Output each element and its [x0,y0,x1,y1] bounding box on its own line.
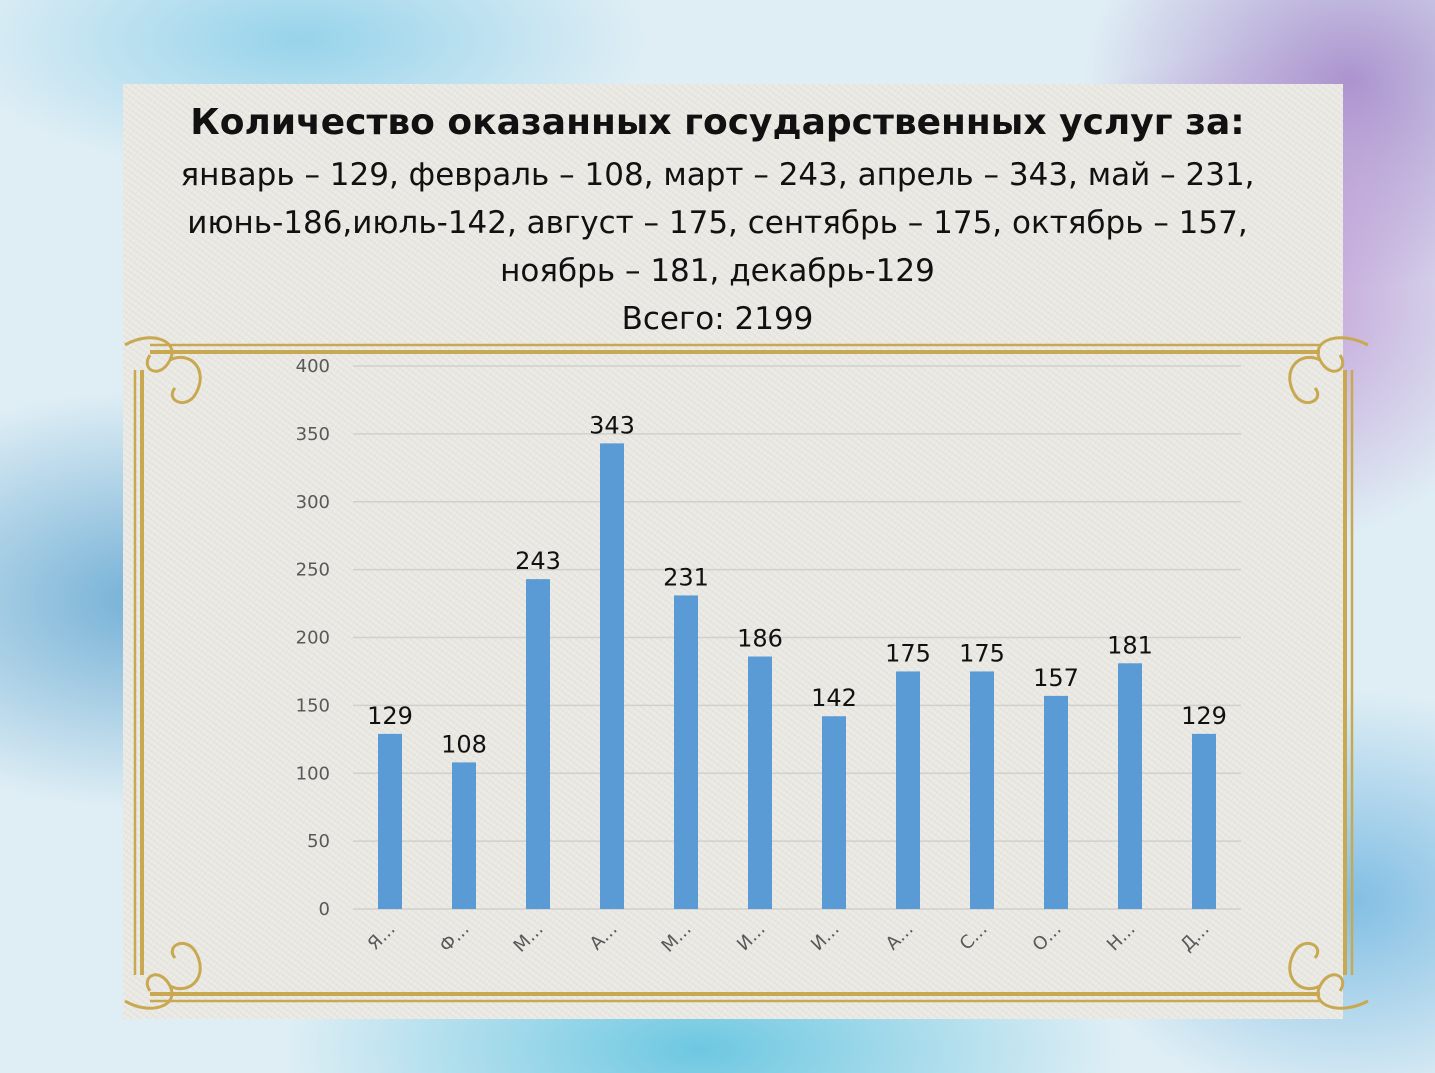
bar [1192,733,1216,909]
x-tick-label: И... [733,919,770,956]
x-tick-label: М... [510,919,548,957]
data-label: 175 [959,639,1005,667]
bar [378,733,402,909]
y-tick-label: 350 [296,424,330,445]
y-tick-label: 50 [307,831,330,852]
subtitle-line-3: ноябрь – 181, декабрь-129 [500,253,935,289]
y-tick-label: 100 [296,763,330,784]
y-tick-label: 250 [296,560,330,581]
x-tick-label: А... [586,919,622,955]
x-tick-label: С... [956,919,992,955]
bar [452,762,476,909]
data-label: 243 [515,547,561,575]
data-label: 181 [1107,631,1153,659]
x-tick-label: Д... [1177,919,1214,956]
data-label: 142 [811,684,857,712]
subtitle-line-1: январь – 129, февраль – 108, март – 243,… [180,157,1255,193]
x-tick-label: Ф... [436,919,474,957]
slide-panel [123,84,1343,1019]
bar [526,579,550,909]
data-label: 343 [589,411,635,439]
data-label: 175 [885,639,931,667]
y-tick-label: 0 [319,899,330,920]
x-tick-label: А... [882,919,918,955]
x-tick-label: О... [1029,919,1066,956]
bar [748,656,772,909]
slide-title: Количество оказанных государственных усл… [190,102,1245,143]
x-tick-label: М... [658,919,696,957]
bar [822,716,846,909]
y-tick-label: 300 [296,492,330,513]
subtitle-line-2: июнь-186,июль-142, август – 175, сентябр… [187,205,1248,241]
data-label: 129 [367,702,413,730]
y-tick-label: 400 [296,356,330,377]
data-label: 157 [1033,664,1079,692]
bar [600,443,624,909]
x-tick-label: Я... [364,919,400,955]
data-label: 231 [663,563,709,591]
x-tick-label: Н... [1103,919,1140,956]
x-tick-label: И... [807,919,844,956]
y-tick-label: 200 [296,628,330,649]
bar [1118,663,1142,909]
data-label: 129 [1181,702,1227,730]
y-tick-label: 150 [296,695,330,716]
data-label: 108 [441,730,487,758]
bar [970,671,994,909]
bar [1044,695,1068,909]
bar [896,671,920,909]
total-label: Всего: 2199 [621,301,814,337]
bar [674,595,698,909]
data-label: 186 [737,625,783,653]
